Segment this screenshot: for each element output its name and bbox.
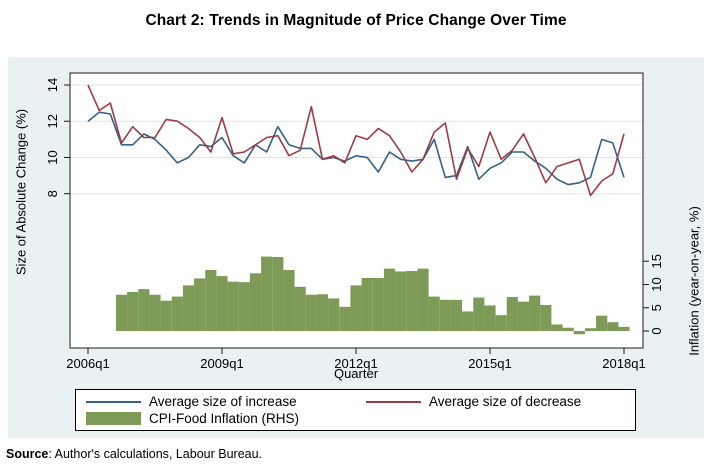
inflation-bar <box>439 299 451 331</box>
left-axis-title: Size of Absolute Change (%) <box>13 108 29 276</box>
inflation-bar <box>339 306 351 331</box>
inflation-bar <box>596 315 608 331</box>
right-axis-title: Inflation (year-on-year, %) <box>686 206 702 356</box>
inflation-bar <box>249 273 262 331</box>
decrease-line <box>87 84 625 197</box>
inflation-bar <box>517 301 530 331</box>
left-tick-label: 14 <box>45 78 60 92</box>
inflation-bar <box>316 294 329 331</box>
inflation-bar <box>406 270 418 331</box>
increase-line-sample <box>86 401 141 403</box>
chart-title: Chart 2: Trends in Magnitude of Price Ch… <box>145 12 567 29</box>
inflation-bar <box>562 327 574 331</box>
legend-label-inflation: CPI-Food Inflation (RHS) <box>149 411 300 426</box>
legend-label-decrease: Average size of decrease <box>429 394 582 409</box>
inflation-bar <box>417 268 429 331</box>
inflation-bar <box>551 324 563 331</box>
inflation-bar <box>127 291 139 331</box>
inflation-bar <box>294 286 306 331</box>
inflation-bar <box>506 297 518 331</box>
source-note: Source: Author's calculations, Labour Bu… <box>6 447 262 461</box>
inflation-bar <box>216 276 228 331</box>
inflation-bar <box>462 311 474 331</box>
inflation-bar <box>484 305 496 331</box>
x-tick-label: 2015q1 <box>468 356 511 371</box>
left-tick-label: 8 <box>45 190 60 197</box>
inflation-bar <box>272 257 284 331</box>
inflation-bar <box>372 277 384 331</box>
right-tick-label: 10 <box>649 277 664 291</box>
inflation-bar <box>171 296 183 331</box>
inflation-bar <box>618 326 630 331</box>
right-tick-label: 0 <box>649 327 664 334</box>
source-label: Source <box>6 447 49 461</box>
inflation-bar <box>328 298 340 331</box>
inflation-bar <box>205 270 217 331</box>
inflation-bar <box>383 268 396 331</box>
inflation-bar <box>473 297 485 331</box>
source-text: : Author's calculations, Labour Bureau. <box>48 447 263 461</box>
inflation-bar <box>450 299 463 331</box>
inflation-bar <box>238 282 250 331</box>
inflation-bar <box>160 300 172 331</box>
inflation-bar <box>495 315 507 331</box>
left-tick-label: 10 <box>45 150 60 164</box>
inflation-bar <box>361 277 373 331</box>
inflation-bar <box>227 281 239 331</box>
decrease-line-sample <box>366 401 421 403</box>
inflation-bar <box>607 322 619 331</box>
inflation-bar <box>182 285 195 331</box>
x-tick-label: 2012q1 <box>334 356 377 371</box>
x-tick-label: 2006q1 <box>66 356 109 371</box>
inflation-bar <box>428 296 440 331</box>
inflation-bar <box>350 285 362 331</box>
increase-line <box>87 111 625 186</box>
inflation-bar <box>283 270 295 331</box>
inflation-bar <box>261 256 273 331</box>
inflation-bar <box>305 294 317 331</box>
inflation-bar-sample <box>86 412 141 425</box>
inflation-bar <box>584 328 597 331</box>
x-tick-label: 2009q1 <box>200 356 243 371</box>
inflation-bar <box>573 331 585 335</box>
inflation-bar <box>194 278 206 331</box>
x-axis-title: Quarter <box>333 366 379 381</box>
x-tick-label: 2018q1 <box>602 356 645 371</box>
inflation-bar <box>529 295 541 331</box>
inflation-bar <box>138 289 150 331</box>
right-tick-label: 5 <box>649 304 664 311</box>
right-tick-label: 15 <box>649 254 664 268</box>
legend: Average size of increase Average size of… <box>75 389 636 431</box>
inflation-bar <box>115 294 128 331</box>
inflation-bar <box>395 271 407 331</box>
left-tick-label: 12 <box>45 114 60 128</box>
inflation-bar <box>149 294 161 331</box>
inflation-bar <box>540 304 552 331</box>
legend-label-increase: Average size of increase <box>149 394 297 409</box>
